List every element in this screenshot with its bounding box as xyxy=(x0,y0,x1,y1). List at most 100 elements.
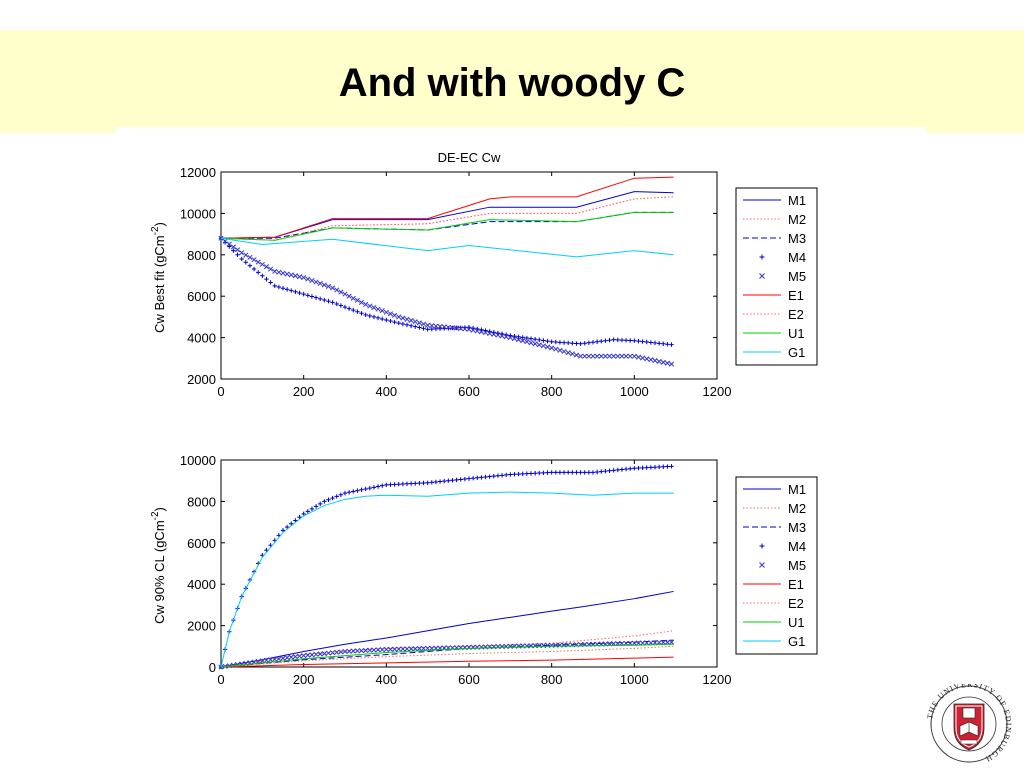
point-m5 xyxy=(317,651,323,657)
legend-label: G1 xyxy=(788,634,805,649)
point-m5 xyxy=(230,244,236,250)
point-m4 xyxy=(603,338,608,343)
point-m5 xyxy=(524,339,530,345)
point-m4 xyxy=(330,495,335,501)
point-m5 xyxy=(520,338,526,344)
point-m4 xyxy=(553,339,558,345)
point-m4 xyxy=(665,341,670,347)
point-m5 xyxy=(449,325,456,331)
point-m5 xyxy=(664,639,670,645)
series-g1 xyxy=(220,491,674,668)
point-m5 xyxy=(598,353,604,359)
point-m5 xyxy=(301,275,307,281)
point-m5 xyxy=(350,295,356,301)
point-m5 xyxy=(516,337,522,343)
point-m5 xyxy=(305,652,311,658)
point-m4 xyxy=(541,470,546,476)
point-m4 xyxy=(235,252,240,257)
point-m5 xyxy=(507,335,513,341)
point-m5 xyxy=(363,301,369,308)
point-m4 xyxy=(351,307,356,313)
point-m5 xyxy=(441,324,447,330)
point-m4 xyxy=(652,340,658,346)
point-m4 xyxy=(388,482,393,487)
series-u1 xyxy=(220,643,674,668)
point-m4 xyxy=(549,339,554,344)
point-m5 xyxy=(263,657,270,663)
point-m5 xyxy=(478,329,484,335)
point-m5 xyxy=(309,277,315,284)
point-m5 xyxy=(346,293,352,299)
point-m5 xyxy=(334,287,340,293)
point-m5 xyxy=(367,303,373,309)
point-m4 xyxy=(367,485,372,491)
point-m4 xyxy=(309,294,315,299)
point-m4 xyxy=(297,290,302,296)
point-m5 xyxy=(528,340,534,346)
point-m4 xyxy=(508,472,513,477)
point-m5 xyxy=(635,354,642,360)
point-m5 xyxy=(631,353,637,359)
point-m4 xyxy=(384,317,389,323)
point-m4 xyxy=(566,340,571,346)
point-m5 xyxy=(288,272,294,278)
x-tick-label: 400 xyxy=(375,384,397,399)
point-m5 xyxy=(363,647,369,653)
point-m5 xyxy=(557,347,563,353)
point-m4 xyxy=(607,337,612,343)
point-m4 xyxy=(264,276,269,282)
point-m4 xyxy=(313,295,319,300)
point-m5 xyxy=(664,360,670,366)
point-m5 xyxy=(404,646,410,652)
point-m4 xyxy=(413,481,418,486)
x-tick-label: 600 xyxy=(458,384,480,399)
point-m4 xyxy=(462,476,468,482)
point-m5 xyxy=(222,238,228,244)
point-m5 xyxy=(226,241,232,247)
y-tick-label: 4000 xyxy=(187,331,216,346)
point-m4 xyxy=(648,340,654,345)
point-m5 xyxy=(425,645,431,651)
point-m4 xyxy=(437,326,443,331)
legend-label: E2 xyxy=(788,307,804,322)
point-m4 xyxy=(669,464,674,469)
point-m5 xyxy=(371,305,377,311)
point-m4 xyxy=(599,469,604,474)
point-m5 xyxy=(445,324,451,330)
point-m4 xyxy=(553,470,558,475)
point-m5 xyxy=(272,656,278,662)
point-m4 xyxy=(491,473,496,479)
legend-swatch xyxy=(759,273,765,279)
point-m4 xyxy=(293,289,298,294)
point-m4 xyxy=(594,469,600,475)
point-m4 xyxy=(640,339,645,344)
point-m5 xyxy=(296,274,303,280)
point-m4 xyxy=(375,484,381,489)
slide-title: And with woody C xyxy=(338,61,686,105)
point-m5 xyxy=(313,651,319,657)
point-m4 xyxy=(590,340,596,345)
point-m4 xyxy=(532,337,538,342)
point-m4 xyxy=(396,482,401,487)
x-tick-label: 800 xyxy=(541,384,563,399)
point-m4 xyxy=(260,273,265,278)
point-m5 xyxy=(578,353,584,359)
point-m4 xyxy=(656,341,662,346)
point-m4 xyxy=(322,499,327,504)
point-m4 xyxy=(351,489,356,494)
point-m5 xyxy=(387,311,394,317)
point-m5 xyxy=(325,650,332,656)
point-m4 xyxy=(516,334,521,339)
legend-label: M3 xyxy=(788,231,806,246)
point-m5 xyxy=(660,639,666,645)
point-m5 xyxy=(660,359,666,365)
y-tick-label: 6000 xyxy=(187,536,216,551)
point-m4 xyxy=(284,287,290,292)
legend-label: M4 xyxy=(788,539,806,554)
point-m5 xyxy=(656,358,662,365)
point-m4 xyxy=(392,482,397,487)
point-m5 xyxy=(462,326,468,332)
point-m4 xyxy=(628,338,633,343)
point-m4 xyxy=(400,321,406,327)
point-m4 xyxy=(396,320,401,326)
